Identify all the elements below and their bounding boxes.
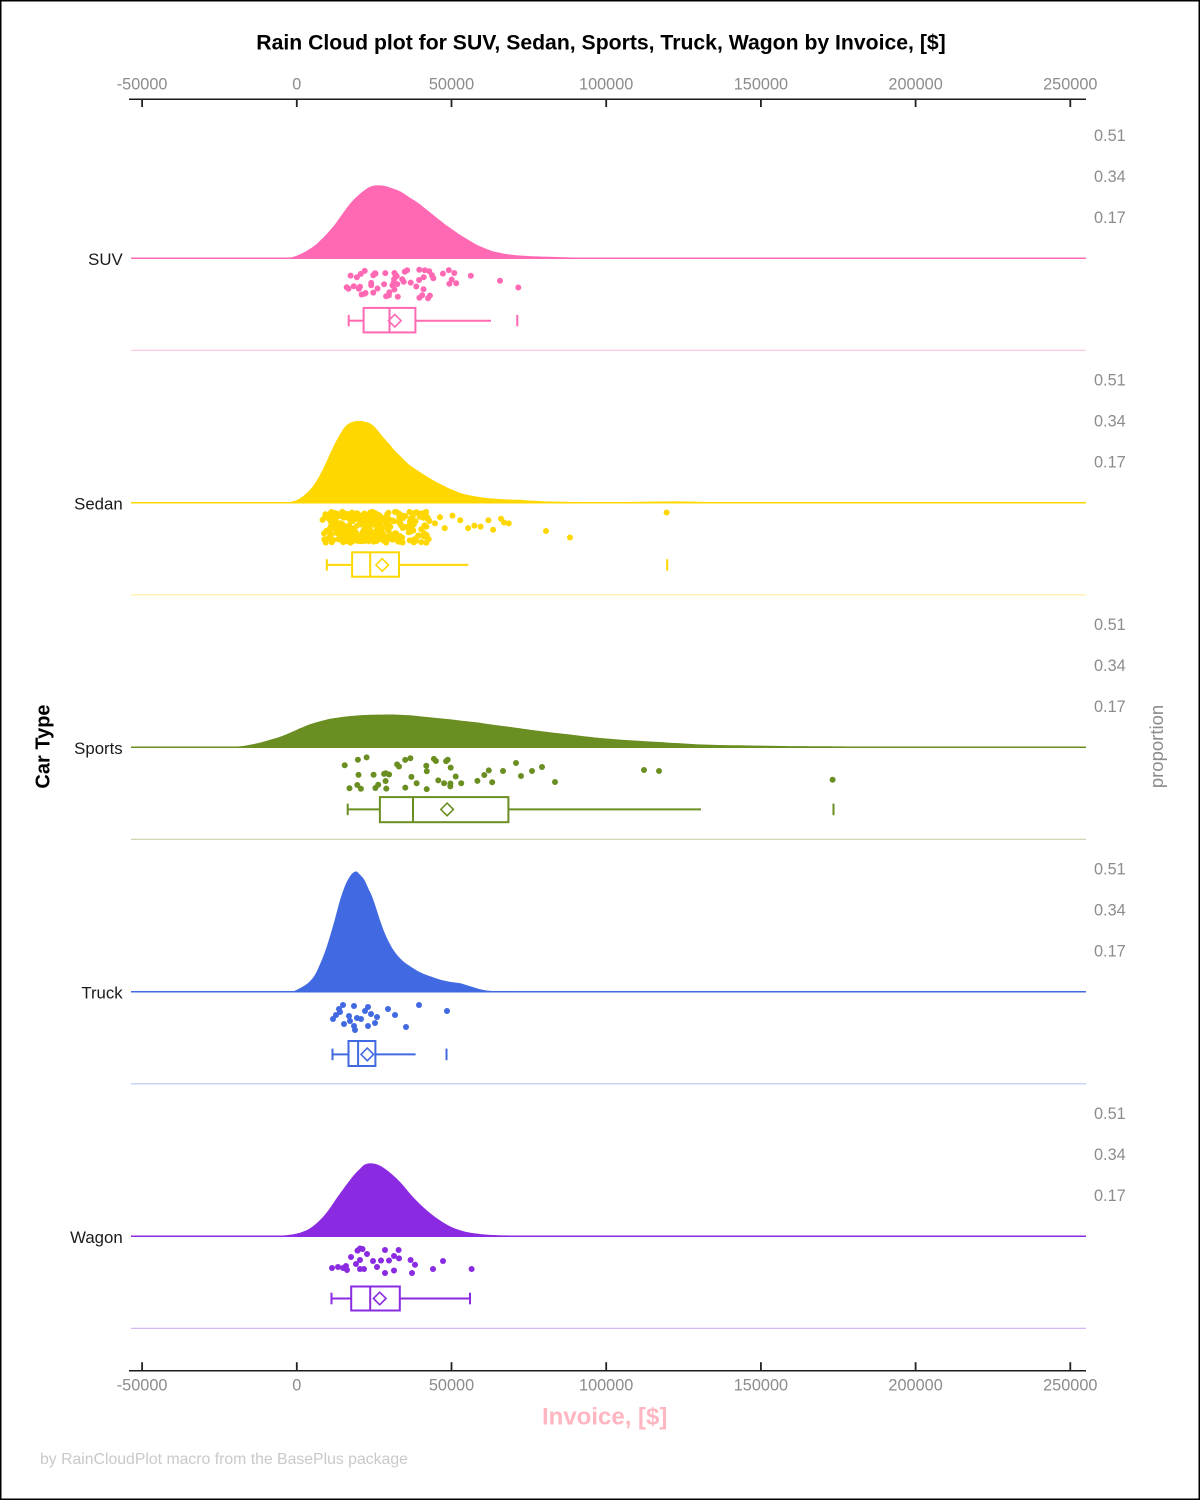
- svg-text:0.51: 0.51: [1094, 861, 1126, 879]
- svg-text:Rain Cloud plot for SUV, Sedan: Rain Cloud plot for SUV, Sedan, Sports, …: [256, 32, 945, 55]
- svg-text:0.17: 0.17: [1094, 1187, 1126, 1205]
- svg-text:SUV: SUV: [88, 250, 123, 269]
- svg-text:0: 0: [292, 76, 301, 94]
- svg-text:0.34: 0.34: [1094, 1146, 1126, 1164]
- svg-text:150000: 150000: [734, 1377, 788, 1395]
- svg-text:-50000: -50000: [117, 76, 168, 94]
- svg-text:Sports: Sports: [74, 739, 123, 758]
- svg-text:0.51: 0.51: [1094, 127, 1126, 145]
- svg-text:Invoice, [$]: Invoice, [$]: [542, 1404, 667, 1431]
- svg-text:150000: 150000: [734, 76, 788, 94]
- svg-text:50000: 50000: [429, 76, 474, 94]
- svg-text:100000: 100000: [579, 76, 633, 94]
- svg-text:0.34: 0.34: [1094, 413, 1126, 431]
- svg-text:Sedan: Sedan: [74, 495, 123, 514]
- svg-text:0: 0: [292, 1377, 301, 1395]
- svg-text:200000: 200000: [888, 1377, 942, 1395]
- svg-text:250000: 250000: [1043, 1377, 1097, 1395]
- svg-text:0.17: 0.17: [1094, 698, 1126, 716]
- svg-text:0.34: 0.34: [1094, 902, 1126, 920]
- svg-text:100000: 100000: [579, 1377, 633, 1395]
- svg-text:0.51: 0.51: [1094, 616, 1126, 634]
- svg-text:0.51: 0.51: [1094, 372, 1126, 390]
- svg-text:0.51: 0.51: [1094, 1105, 1126, 1123]
- svg-text:0.17: 0.17: [1094, 943, 1126, 961]
- svg-text:proportion: proportion: [1146, 705, 1167, 788]
- svg-text:0.34: 0.34: [1094, 657, 1126, 675]
- svg-text:50000: 50000: [429, 1377, 474, 1395]
- svg-text:0.17: 0.17: [1094, 209, 1126, 227]
- svg-text:-50000: -50000: [117, 1377, 168, 1395]
- svg-text:by RainCloudPlot macro from th: by RainCloudPlot macro from the BasePlus…: [40, 1451, 408, 1468]
- svg-text:Car Type: Car Type: [32, 704, 54, 788]
- svg-text:200000: 200000: [888, 76, 942, 94]
- svg-text:0.34: 0.34: [1094, 168, 1126, 186]
- svg-text:Truck: Truck: [81, 984, 123, 1003]
- svg-text:Wagon: Wagon: [70, 1228, 123, 1247]
- svg-text:250000: 250000: [1043, 76, 1097, 94]
- svg-text:0.17: 0.17: [1094, 454, 1126, 472]
